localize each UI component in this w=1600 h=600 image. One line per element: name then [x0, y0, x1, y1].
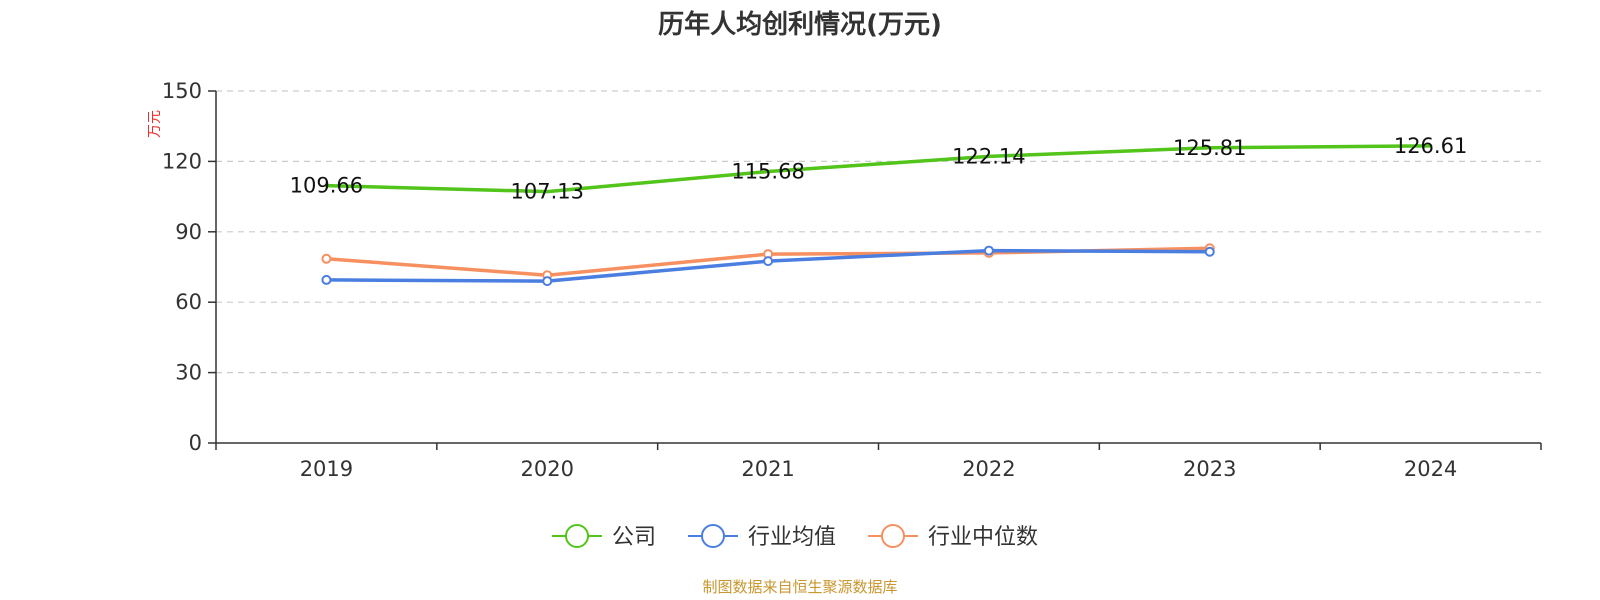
legend-label: 公司 — [612, 525, 656, 550]
legend-marker — [881, 524, 905, 548]
legend-item-0[interactable]: 公司 — [552, 524, 656, 550]
y-tick-label: 90 — [175, 220, 202, 244]
y-tick-label: 0 — [189, 431, 202, 455]
x-tick-label: 2021 — [741, 457, 794, 481]
y-axis-label: 万元 — [147, 110, 163, 138]
legend-marker — [565, 524, 589, 548]
x-tick-label: 2020 — [521, 457, 574, 481]
data-label: 115.68 — [731, 160, 804, 184]
grid-lines — [216, 90, 1541, 374]
data-label: 109.66 — [290, 174, 363, 198]
chart-title: 历年人均创利情况(万元) — [658, 9, 942, 40]
data-point — [763, 256, 774, 267]
y-tick-label: 150 — [162, 79, 202, 103]
x-tick-label: 2024 — [1404, 457, 1457, 481]
data-label: 122.14 — [952, 144, 1025, 168]
data-point — [1204, 246, 1215, 257]
legend-item-2[interactable]: 行业中位数 — [868, 524, 1038, 550]
y-tick-label: 60 — [175, 290, 202, 314]
legend-marker — [701, 524, 725, 548]
data-labels: 109.66 107.13 115.68 122.14 125.81 126.61 — [290, 134, 1468, 204]
legend-label: 行业中位数 — [928, 525, 1038, 550]
data-label: 107.13 — [511, 180, 584, 204]
data-point — [542, 276, 553, 287]
series-line-0 — [324, 144, 1433, 194]
x-tick-label: 2019 — [300, 457, 353, 481]
legend-item-1[interactable]: 行业均值 — [688, 524, 836, 550]
y-tick-label: 120 — [162, 149, 202, 173]
legend: 公司 行业均值 行业中位数 — [552, 524, 1038, 550]
data-label: 125.81 — [1173, 136, 1246, 160]
y-tick-label: 30 — [175, 361, 202, 385]
data-point — [983, 245, 994, 256]
axes: 0 30 60 90 120 150 2019 2020 2021 2022 2023 2024 — [162, 79, 1542, 481]
series-layer — [321, 144, 1433, 287]
data-label: 126.61 — [1394, 134, 1467, 158]
source-note: 制图数据来自恒生聚源数据库 — [702, 578, 897, 596]
legend-label: 行业均值 — [748, 525, 836, 550]
x-tick-label: 2023 — [1183, 457, 1236, 481]
x-tick-label: 2022 — [962, 457, 1015, 481]
data-point — [321, 253, 332, 264]
data-point — [321, 274, 332, 285]
